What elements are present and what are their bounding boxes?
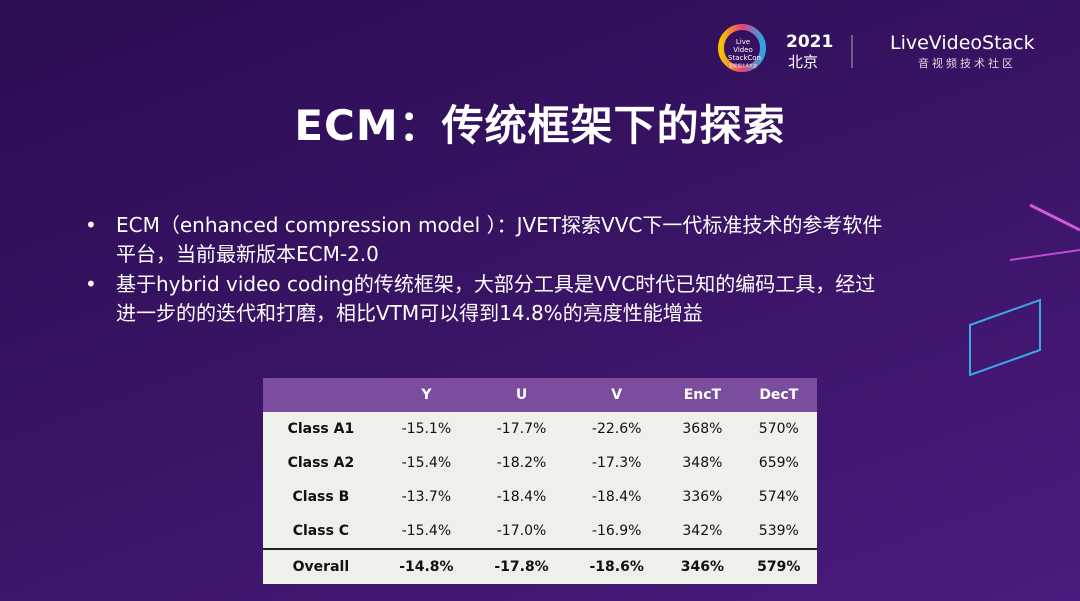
cell: 659% xyxy=(740,446,817,480)
cell: 539% xyxy=(740,514,817,549)
logo-text: Live Video xyxy=(733,38,753,54)
year: 2021 xyxy=(786,32,834,52)
cell: 336% xyxy=(664,480,741,514)
results-table: Y U V EncT DecT Class A1 -15.1% -17.7% -22.6% 368… xyxy=(263,378,817,584)
header-cell: U xyxy=(473,378,570,412)
cell: -18.4% xyxy=(473,480,570,514)
brand: LiveVideoStack xyxy=(890,32,1035,54)
row-label: Class A2 xyxy=(263,446,379,480)
cell: 342% xyxy=(664,514,741,549)
bullet-line: 进一步的的迭代和打磨，相比VTM可以得到14.8%的亮度性能增益 xyxy=(116,301,703,325)
row-label: Class B xyxy=(263,480,379,514)
cell: -16.9% xyxy=(569,514,665,549)
cell: 348% xyxy=(664,446,741,480)
row-label: Class C xyxy=(263,514,379,549)
bullet-line: 基于hybrid video coding的传统框架，大部分工具是VVC时代已知… xyxy=(116,272,876,296)
cell: 574% xyxy=(740,480,817,514)
cell: -18.2% xyxy=(473,446,570,480)
header-cell: V xyxy=(569,378,665,412)
table-row: Class B -13.7% -18.4% -18.4% 336% 574% xyxy=(263,480,817,514)
cell: -17.0% xyxy=(473,514,570,549)
header-cell: Y xyxy=(378,378,474,412)
cell: -14.8% xyxy=(378,548,474,584)
header-cell xyxy=(263,378,379,412)
cell: 570% xyxy=(740,412,817,446)
bullet-line: ECM（enhanced compression model ）：JVET探索V… xyxy=(116,213,883,237)
table-row: Overall -14.8% -17.8% -18.6% 346% 579% xyxy=(263,548,817,584)
cell: -18.4% xyxy=(569,480,665,514)
header-cell: DecT xyxy=(740,378,817,412)
bullet: • ECM（enhanced compression model ）：JVET探索… xyxy=(85,211,882,269)
bullet-dot: • xyxy=(85,272,97,296)
cell: 346% xyxy=(664,548,741,584)
table-row: Class C -15.4% -17.0% -16.9% 342% 539% xyxy=(263,514,817,549)
logo: Live Video StackCon 音视频技术大会 xyxy=(728,38,761,70)
bullet: • 基于hybrid video coding的传统框架，大部分工具是VVC时代已… xyxy=(85,270,875,328)
row-label: Class A1 xyxy=(263,412,379,446)
city: 北京 xyxy=(788,53,819,71)
logo-text: StackCon xyxy=(728,54,761,62)
cell: -17.3% xyxy=(569,446,665,480)
cell: -15.1% xyxy=(378,412,474,446)
header-row: Y U V EncT DecT xyxy=(263,378,817,412)
cell: -22.6% xyxy=(569,412,665,446)
bullet-line: 平台，当前最新版本ECM-2.0 xyxy=(116,242,379,266)
slide-title: ECM：传统框架下的探索 xyxy=(294,101,786,150)
table-row: Class A2 -15.4% -18.2% -17.3% 348% 659% xyxy=(263,446,817,480)
bullet-dot: • xyxy=(85,213,97,237)
cell: 579% xyxy=(740,548,817,584)
table-row: Class A1 -15.1% -17.7% -22.6% 368% 570% xyxy=(263,412,817,446)
cell: -15.4% xyxy=(378,446,474,480)
cell: -17.7% xyxy=(473,412,570,446)
row-label: Overall xyxy=(263,548,379,584)
cell: -18.6% xyxy=(569,548,665,584)
header-cell: EncT xyxy=(664,378,741,412)
cell: -15.4% xyxy=(378,514,474,549)
cell: -13.7% xyxy=(378,480,474,514)
cell: 368% xyxy=(664,412,741,446)
cell: -17.8% xyxy=(473,548,570,584)
logo-text: 音视频技术大会 xyxy=(729,63,757,68)
brand-sub: 音视频技术社区 xyxy=(918,57,1016,70)
